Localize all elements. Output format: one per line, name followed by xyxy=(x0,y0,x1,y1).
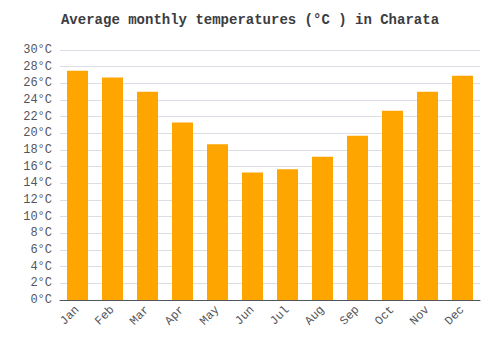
svg-text:26°C: 26°C xyxy=(23,76,52,90)
svg-text:0°C: 0°C xyxy=(30,293,52,307)
svg-text:8°C: 8°C xyxy=(30,226,52,240)
svg-text:18°C: 18°C xyxy=(23,143,52,157)
svg-text:10°C: 10°C xyxy=(23,210,52,224)
svg-text:Aug: Aug xyxy=(302,303,327,328)
svg-text:May: May xyxy=(197,303,222,328)
svg-text:Nov: Nov xyxy=(407,303,432,328)
svg-text:Average monthly temperatures (: Average monthly temperatures (°C ) in Ch… xyxy=(61,12,440,28)
svg-text:Jun: Jun xyxy=(232,303,257,328)
svg-text:14°C: 14°C xyxy=(23,176,52,190)
svg-text:Jul: Jul xyxy=(267,303,292,328)
svg-text:Apr: Apr xyxy=(162,303,187,328)
svg-text:24°C: 24°C xyxy=(23,93,52,107)
svg-text:Jan: Jan xyxy=(57,303,82,328)
svg-text:20°C: 20°C xyxy=(23,126,52,140)
svg-text:Feb: Feb xyxy=(92,303,117,328)
svg-text:30°C: 30°C xyxy=(23,43,52,57)
svg-text:Dec: Dec xyxy=(442,303,467,328)
svg-text:16°C: 16°C xyxy=(23,160,52,174)
svg-text:2°C: 2°C xyxy=(30,276,52,290)
svg-text:4°C: 4°C xyxy=(30,260,52,274)
svg-text:12°C: 12°C xyxy=(23,193,52,207)
svg-text:Oct: Oct xyxy=(372,303,397,328)
svg-text:Mar: Mar xyxy=(127,303,152,328)
svg-text:6°C: 6°C xyxy=(30,243,52,257)
svg-text:28°C: 28°C xyxy=(23,60,52,74)
svg-text:22°C: 22°C xyxy=(23,110,52,124)
svg-text:Sep: Sep xyxy=(337,303,362,328)
